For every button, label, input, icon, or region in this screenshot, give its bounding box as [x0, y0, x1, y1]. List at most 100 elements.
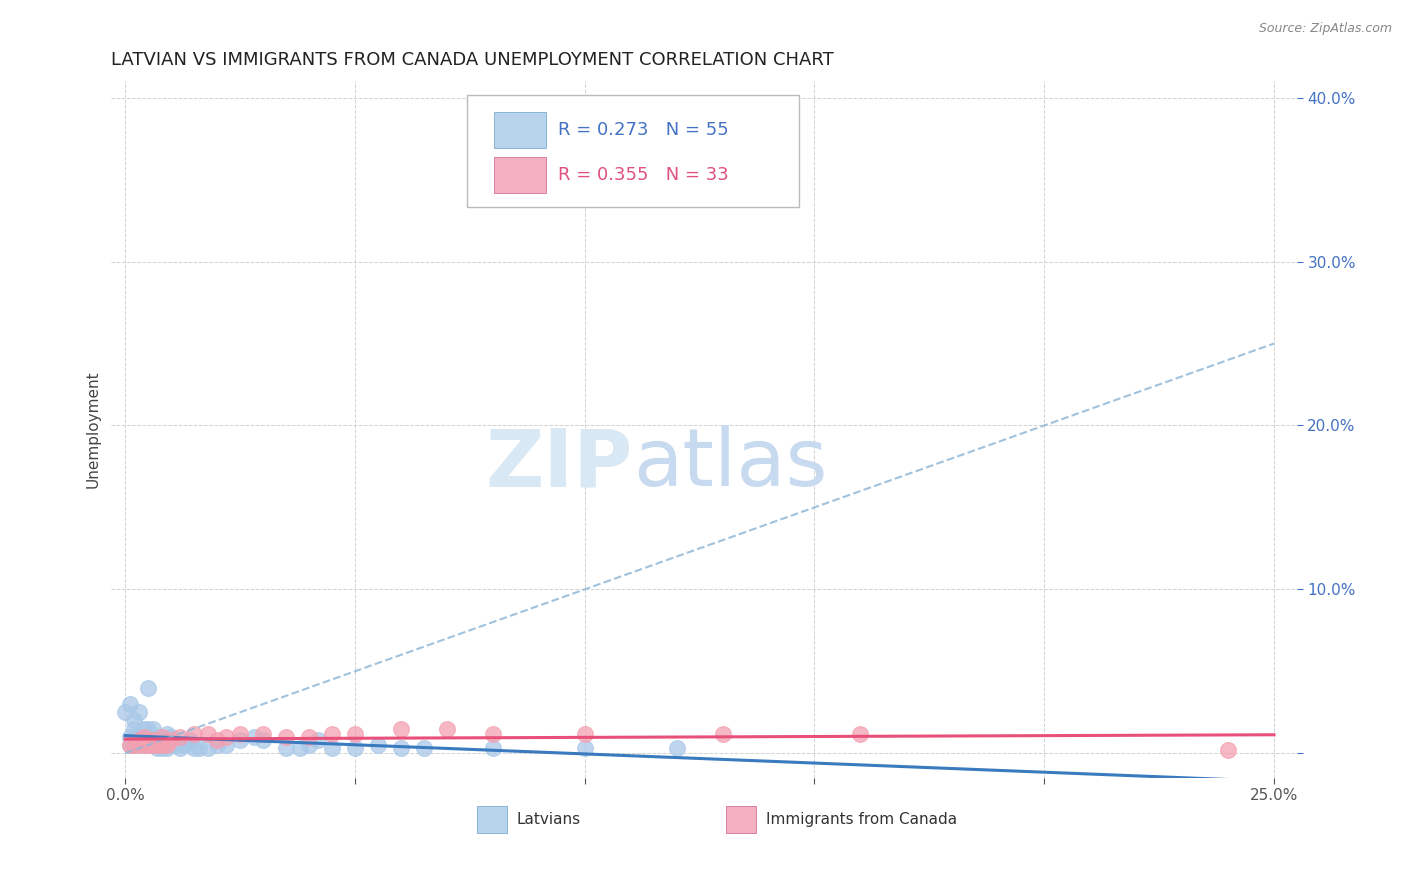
Point: [665, 741, 688, 756]
Point: [574, 726, 596, 740]
Point: [298, 730, 321, 744]
Point: [179, 733, 201, 747]
Point: [160, 730, 183, 744]
Point: [128, 738, 150, 752]
Point: [146, 738, 169, 752]
FancyBboxPatch shape: [495, 157, 547, 194]
Point: [321, 741, 343, 756]
Text: Latvians: Latvians: [517, 812, 581, 827]
Point: [307, 733, 329, 747]
Point: [136, 738, 159, 752]
Point: [274, 730, 297, 744]
Point: [128, 705, 150, 719]
Point: [481, 741, 503, 756]
Point: [142, 722, 165, 736]
Point: [132, 733, 155, 747]
Point: [128, 733, 150, 747]
Point: [132, 738, 155, 752]
Point: [136, 722, 159, 736]
Point: [146, 741, 169, 756]
Point: [118, 697, 141, 711]
Point: [205, 733, 228, 747]
Point: [481, 726, 503, 740]
Point: [215, 738, 238, 752]
Point: [136, 681, 159, 695]
Point: [132, 730, 155, 744]
Point: [114, 705, 136, 719]
Point: [243, 730, 266, 744]
Point: [124, 722, 146, 736]
Point: [174, 738, 197, 752]
Point: [160, 738, 183, 752]
Point: [150, 730, 173, 744]
FancyBboxPatch shape: [495, 112, 547, 148]
Point: [205, 738, 228, 752]
Point: [169, 741, 191, 756]
Point: [288, 741, 311, 756]
Point: [343, 741, 366, 756]
Point: [252, 733, 274, 747]
Point: [412, 741, 434, 756]
FancyBboxPatch shape: [477, 806, 508, 833]
Point: [183, 726, 205, 740]
FancyBboxPatch shape: [467, 95, 799, 207]
Point: [155, 741, 177, 756]
Point: [136, 738, 159, 752]
Point: [1216, 743, 1239, 757]
Point: [124, 714, 146, 728]
Point: [849, 726, 872, 740]
Point: [150, 738, 173, 752]
Text: LATVIAN VS IMMIGRANTS FROM CANADA UNEMPLOYMENT CORRELATION CHART: LATVIAN VS IMMIGRANTS FROM CANADA UNEMPL…: [111, 51, 834, 69]
Point: [155, 726, 177, 740]
Text: R = 0.273   N = 55: R = 0.273 N = 55: [558, 121, 730, 139]
Y-axis label: Unemployment: Unemployment: [86, 371, 100, 489]
Point: [150, 733, 173, 747]
Point: [142, 733, 165, 747]
Point: [146, 733, 169, 747]
Point: [128, 738, 150, 752]
Point: [343, 726, 366, 740]
Point: [142, 738, 165, 752]
Point: [142, 733, 165, 747]
Point: [150, 741, 173, 756]
FancyBboxPatch shape: [725, 806, 756, 833]
Point: [132, 722, 155, 736]
Text: Immigrants from Canada: Immigrants from Canada: [766, 812, 957, 827]
Point: [274, 741, 297, 756]
Point: [298, 738, 321, 752]
Point: [118, 738, 141, 752]
Point: [389, 722, 412, 736]
Point: [146, 730, 169, 744]
Point: [128, 730, 150, 744]
Point: [160, 733, 183, 747]
Text: atlas: atlas: [633, 425, 827, 503]
Point: [229, 733, 252, 747]
Point: [183, 741, 205, 756]
Point: [711, 726, 734, 740]
Point: [124, 730, 146, 744]
Point: [321, 726, 343, 740]
Point: [155, 738, 177, 752]
Point: [124, 738, 146, 752]
Point: [128, 733, 150, 747]
Point: [132, 738, 155, 752]
Text: Source: ZipAtlas.com: Source: ZipAtlas.com: [1258, 22, 1392, 36]
Point: [252, 726, 274, 740]
Point: [229, 726, 252, 740]
Point: [197, 726, 219, 740]
Point: [142, 738, 165, 752]
Text: ZIP: ZIP: [486, 425, 633, 503]
Point: [367, 738, 389, 752]
Point: [118, 730, 141, 744]
Point: [165, 738, 187, 752]
Point: [197, 741, 219, 756]
Text: R = 0.355   N = 33: R = 0.355 N = 33: [558, 167, 730, 185]
Point: [136, 730, 159, 744]
Point: [124, 738, 146, 752]
Point: [169, 730, 191, 744]
Point: [187, 741, 209, 756]
Point: [136, 733, 159, 747]
Point: [118, 738, 141, 752]
Point: [574, 741, 596, 756]
Point: [215, 730, 238, 744]
